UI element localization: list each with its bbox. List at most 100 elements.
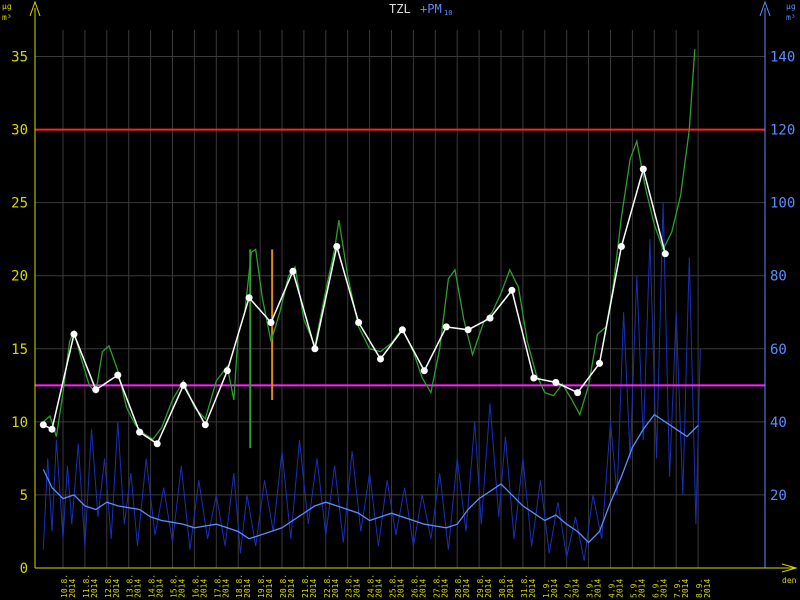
tzl-daily-point: [530, 374, 538, 382]
x-tick-year: 2014: [616, 579, 625, 598]
x-tick-label: 3.9. 2014: [586, 579, 603, 598]
x-tick-year: 2014: [68, 579, 77, 598]
y-right-unit-top: µg: [786, 2, 796, 11]
tzl-daily-point: [486, 314, 494, 322]
x-tick-label: 21.8. 2014: [301, 574, 318, 598]
x-tick-day: 7.9.: [673, 579, 682, 598]
y-right-tick-label: 140: [770, 50, 795, 66]
tzl-daily-point: [311, 345, 319, 353]
x-tick-label: 11.8. 2014: [82, 574, 99, 598]
x-tick-year: 2014: [594, 579, 603, 598]
x-tick-year: 2014: [637, 579, 646, 598]
x-tick-day: 10.8.: [60, 574, 69, 598]
x-tick-day: 26.8.: [410, 574, 419, 598]
x-tick-day: 30.8.: [498, 574, 507, 598]
y-right-tick-label: 100: [770, 196, 795, 212]
y-left-tick-label: 0: [20, 561, 28, 577]
x-tick-year: 2014: [572, 579, 581, 598]
y-left-tick-label: 5: [20, 488, 28, 504]
tzl-daily-point: [377, 355, 384, 363]
x-tick-day: 13.8.: [126, 574, 135, 598]
x-tick-label: 12.8. 2014: [104, 574, 121, 598]
x-tick-year: 2014: [440, 579, 449, 598]
tzl-daily-point: [223, 367, 231, 375]
x-tick-year: 2014: [265, 579, 274, 598]
x-tick-label: 31.8. 2014: [520, 574, 537, 598]
x-tick-year: 2014: [353, 579, 362, 598]
x-tick-day: 22.8.: [323, 574, 332, 598]
tzl-daily-point: [552, 378, 560, 386]
x-tick-day: 1.9.: [542, 579, 551, 598]
x-axis-unit: den: [782, 576, 797, 585]
x-tick-label: 24.8. 2014: [367, 574, 384, 598]
y-left-unit-bottom: m³: [2, 13, 12, 22]
y-left-unit-top: µg: [2, 2, 12, 11]
y-right-tick-label: 40: [770, 415, 787, 431]
x-tick-year: 2014: [134, 579, 143, 598]
chart-title-subscript: 10: [444, 9, 452, 17]
tzl-daily-point: [201, 421, 209, 429]
x-tick-day: 29.8.: [476, 574, 485, 598]
tzl-daily-point: [136, 428, 144, 436]
y-left-tick-label: 35: [11, 50, 28, 66]
tzl-daily-point: [508, 286, 516, 294]
tzl-daily-line: [42, 166, 667, 445]
x-tick-label: 29.8. 2014: [476, 574, 493, 598]
x-tick-label: 19.8. 2014: [257, 574, 274, 598]
x-tick-label: 26.8. 2014: [410, 574, 427, 598]
x-tick-year: 2014: [331, 579, 340, 598]
x-tick-year: 2014: [112, 579, 121, 598]
x-tick-label: 27.8. 2014: [432, 574, 449, 598]
tzl-daily-point: [420, 367, 428, 375]
x-tick-year: 2014: [178, 579, 187, 598]
x-tick-year: 2014: [309, 579, 318, 598]
x-tick-day: 14.8.: [148, 574, 157, 598]
tzl-daily-point: [661, 250, 669, 258]
x-tick-year: 2014: [418, 579, 427, 598]
x-tick-day: 18.8.: [235, 574, 244, 598]
x-tick-day: 6.9.: [651, 579, 660, 598]
x-tick-year: 2014: [199, 579, 208, 598]
x-tick-label: 30.8. 2014: [498, 574, 515, 598]
tzl-daily-point: [639, 165, 647, 173]
x-tick-label: 20.8. 2014: [279, 574, 296, 598]
x-tick-day: 23.8.: [345, 574, 354, 598]
x-tick-day: 25.8.: [389, 574, 398, 598]
x-tick-day: 20.8.: [279, 574, 288, 598]
x-tick-label: 16.8. 2014: [191, 574, 208, 598]
x-tick-day: 21.8.: [301, 574, 310, 598]
y-left-tick-label: 25: [11, 196, 28, 212]
y-right-tick-label: 120: [770, 123, 795, 139]
x-tick-label: 18.8. 2014: [235, 574, 252, 598]
tzl-daily-point: [48, 425, 56, 433]
tzl-daily-point: [289, 267, 297, 275]
x-tick-year: 2014: [90, 579, 99, 598]
y-right-unit-bottom: m³: [786, 13, 796, 22]
x-tick-day: 27.8.: [432, 574, 441, 598]
x-tick-year: 2014: [375, 579, 384, 598]
y-right-arrow: [759, 0, 771, 17]
x-tick-label: 13.8. 2014: [126, 574, 143, 598]
tzl-daily-point: [153, 440, 161, 448]
x-tick-label: 5.9. 2014: [629, 579, 646, 598]
x-tick-label: 6.9. 2014: [651, 579, 668, 598]
x-tick-label: 25.8. 2014: [389, 574, 406, 598]
x-tick-label: 8.9. 2014: [695, 579, 712, 598]
tzl-daily-point: [114, 371, 122, 379]
x-tick-day: 16.8.: [191, 574, 200, 598]
x-tick-year: 2014: [462, 579, 471, 598]
x-tick-label: 15.8. 2014: [170, 574, 187, 598]
x-tick-label: 1.9. 2014: [542, 579, 559, 598]
x-tick-day: 15.8.: [170, 574, 179, 598]
x-tick-year: 2014: [659, 579, 668, 598]
x-tick-year: 2014: [221, 579, 230, 598]
x-tick-year: 2014: [528, 579, 537, 598]
tzl-daily-point: [355, 319, 363, 326]
tzl-daily-point: [333, 243, 341, 250]
y-right-tick-label: 80: [770, 269, 787, 285]
x-axis-arrow: [781, 563, 798, 573]
x-tick-year: 2014: [703, 579, 712, 598]
x-tick-label: 22.8. 2014: [323, 574, 340, 598]
tzl-daily-point: [179, 381, 187, 389]
